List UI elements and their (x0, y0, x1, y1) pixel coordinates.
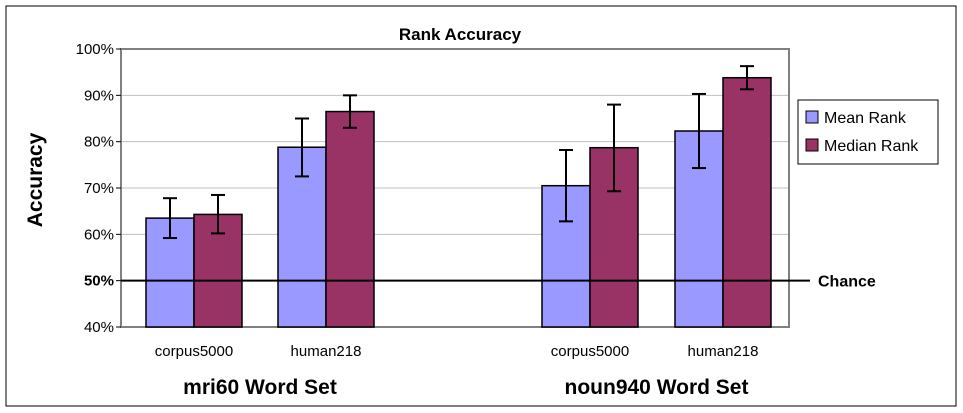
legend-entry: Median Rank (824, 138, 919, 155)
y-tick-label: 70% (84, 180, 114, 197)
bars (145, 76, 772, 328)
x-category-label: human218 (291, 343, 362, 360)
x-category-label: corpus5000 (155, 343, 233, 360)
y-axis-label: Accuracy (24, 132, 47, 227)
chart-title: Rank Accuracy (399, 25, 522, 44)
y-tick-label: 80% (84, 134, 114, 151)
group-label: mri60 Word Set (183, 376, 337, 399)
x-category-labels: corpus5000 human218 corpus5000 human218 (155, 343, 759, 360)
chart-frame (5, 5, 957, 407)
y-tick-label: 60% (84, 226, 114, 243)
y-tick-labels: 40% 50% 60% 70% 80% 90% 100% (76, 41, 121, 336)
legend-swatch (805, 110, 819, 124)
group-label: noun940 Word Set (565, 376, 749, 399)
chance-label: Chance (818, 274, 876, 291)
y-tick-label: 90% (84, 87, 114, 104)
legend-entry: Mean Rank (824, 110, 907, 127)
y-tick-label: 40% (84, 319, 114, 336)
legend-swatch (805, 138, 819, 152)
x-category-label: corpus5000 (551, 343, 629, 360)
y-tick-label: 100% (76, 41, 114, 58)
bar (722, 76, 772, 328)
legend: Mean Rank Median Rank (797, 99, 939, 165)
legend-box (797, 99, 939, 165)
error-bars (163, 65, 754, 240)
y-tick-label: 50% (84, 273, 114, 290)
group-labels: mri60 Word Set noun940 Word Set (183, 376, 748, 399)
bar (325, 110, 375, 328)
x-category-label: human218 (688, 343, 759, 360)
